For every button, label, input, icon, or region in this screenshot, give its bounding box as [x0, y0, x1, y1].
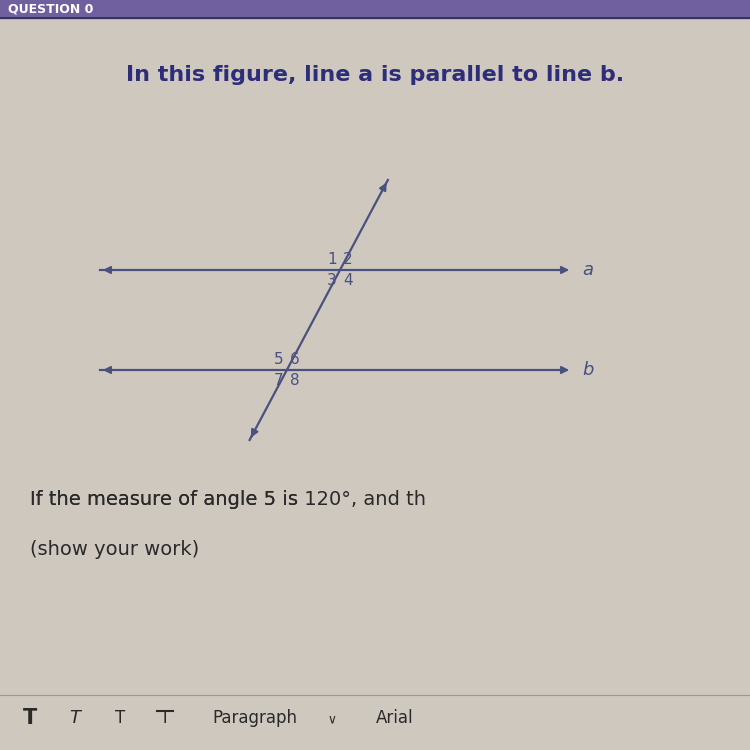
Text: (show your work): (show your work): [30, 540, 200, 559]
Text: 7: 7: [274, 373, 284, 388]
Text: If the measure of angle 5 is 120°, and th: If the measure of angle 5 is 120°, and t…: [30, 490, 426, 509]
Text: 5: 5: [274, 352, 284, 367]
Text: b: b: [582, 361, 593, 379]
Text: T: T: [115, 709, 125, 727]
Text: T: T: [160, 709, 170, 727]
Text: 1: 1: [327, 252, 337, 267]
Text: 8: 8: [290, 373, 299, 388]
Text: T: T: [70, 709, 80, 727]
Text: QUESTION 0: QUESTION 0: [8, 2, 93, 16]
Text: Arial: Arial: [376, 709, 414, 727]
Text: 3: 3: [327, 273, 337, 288]
Text: In this figure, line a is parallel to line b.: In this figure, line a is parallel to li…: [126, 65, 624, 85]
Text: 6: 6: [290, 352, 299, 367]
Text: T: T: [22, 708, 37, 728]
Text: If the measure of angle 5 is: If the measure of angle 5 is: [30, 490, 305, 509]
Text: ∧: ∧: [326, 712, 334, 724]
Bar: [0, 0, 750, 18]
Text: 4: 4: [343, 273, 352, 288]
Text: Paragraph: Paragraph: [212, 709, 298, 727]
Text: 2: 2: [343, 252, 352, 267]
Text: a: a: [582, 261, 593, 279]
